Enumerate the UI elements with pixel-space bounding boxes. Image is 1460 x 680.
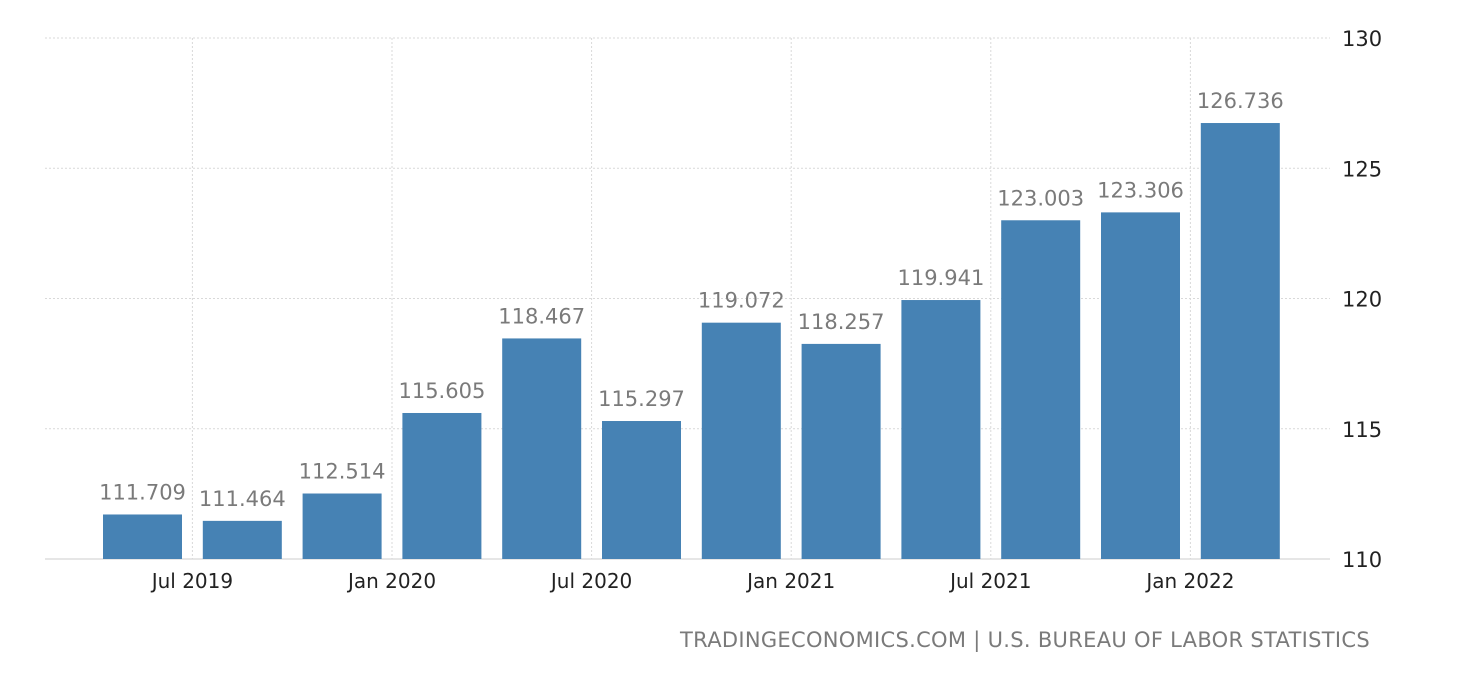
bar-value-label: 118.467 <box>498 304 585 328</box>
y-tick-label: 120 <box>1342 288 1382 312</box>
bar <box>701 322 781 559</box>
y-tick-label: 115 <box>1342 418 1382 442</box>
bar <box>1101 212 1180 559</box>
bar-value-label: 115.605 <box>398 379 485 403</box>
bar-value-label: 112.514 <box>299 460 386 484</box>
bar <box>302 493 382 559</box>
bar <box>602 421 681 559</box>
bar-value-label: 118.257 <box>798 310 885 334</box>
x-tick-label: Jul 2020 <box>549 569 632 593</box>
bar <box>103 514 182 559</box>
bar-value-label: 119.072 <box>698 289 785 313</box>
bar-value-label: 111.464 <box>199 487 286 511</box>
bar <box>502 338 582 559</box>
bar <box>801 343 881 559</box>
y-tick-label: 125 <box>1342 157 1382 181</box>
bar-value-label: 115.297 <box>598 387 685 411</box>
bar <box>1200 123 1280 560</box>
x-tick-label: Jul 2019 <box>150 569 233 593</box>
x-tick-label: Jul 2021 <box>948 569 1031 593</box>
x-tick-label: Jan 2021 <box>745 569 835 593</box>
bar <box>901 300 981 559</box>
bar-value-label: 123.003 <box>997 186 1084 210</box>
source-caption: TRADINGECONOMICS.COM | U.S. BUREAU OF LA… <box>680 628 1370 652</box>
x-tick-label: Jan 2022 <box>1144 569 1234 593</box>
bar <box>1001 220 1081 559</box>
bar-value-label: 119.941 <box>897 266 984 290</box>
bar-value-label: 123.306 <box>1097 178 1184 202</box>
y-tick-label: 130 <box>1342 27 1382 51</box>
x-tick-label: Jan 2020 <box>346 569 436 593</box>
bar <box>202 520 282 559</box>
bar-value-label: 111.709 <box>99 480 186 504</box>
bar <box>402 412 482 559</box>
bar-value-label: 126.736 <box>1197 89 1284 113</box>
y-tick-label: 110 <box>1342 548 1382 572</box>
